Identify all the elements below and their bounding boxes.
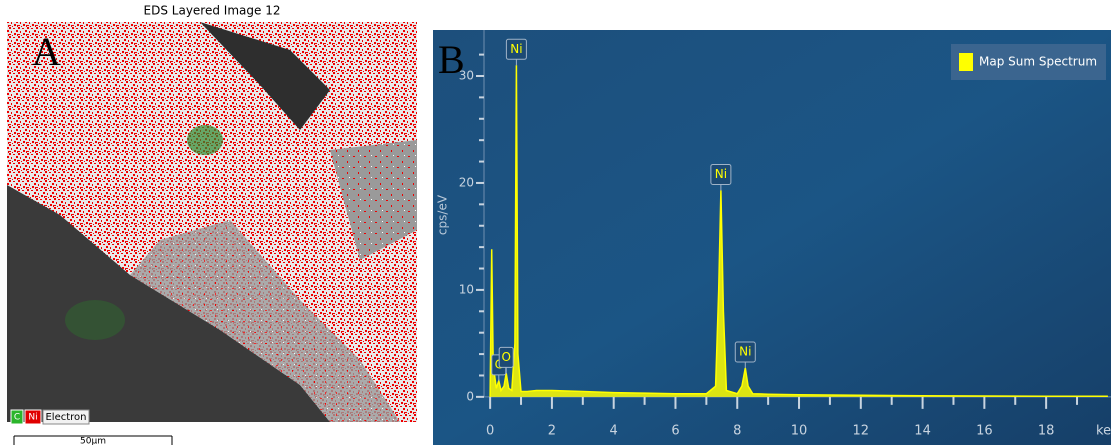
legend-label: C [14,413,20,423]
map-panel: EDS Layered Image 12 A C Ni Electron 50µ… [7,4,417,445]
carbon-spot [187,125,223,155]
grey-region [130,220,400,422]
annotation-box [710,163,732,185]
annotation-box [498,346,514,368]
x-tick-label: 2 [548,424,556,439]
x-tick-label: 8 [733,424,741,439]
y-tick-label: 10 [459,282,474,296]
x-tick-label: 6 [671,424,679,439]
x-tick-label: 18 [1038,424,1055,439]
annotation-label: Ni [715,167,727,181]
legend-box [951,44,1106,80]
annotation-box [734,341,756,363]
y-tick-label: 0 [466,389,474,403]
annotation-label: O [501,350,510,364]
x-tick-label: 14 [914,424,931,439]
x-axis-label: keV [1096,424,1111,439]
scale-bar-label: 50µm [80,437,106,445]
y-tick-label: 30 [459,68,474,82]
map-title: EDS Layered Image 12 [144,4,281,18]
plot-background [433,30,1111,445]
annotation-label: Ni [739,344,751,358]
panel-label: A [32,29,61,74]
spectrum-plot: 0102030024681012141618CONiNiNiMap Sum Sp… [459,30,1111,439]
grey-region [330,140,417,260]
legend-swatch [959,53,973,71]
x-tick-label: 0 [486,424,494,439]
legend-label: Ni [28,413,37,423]
dark-region [200,22,330,130]
legend-label: Map Sum Spectrum [979,55,1097,69]
y-axis-label: cps/eV [436,194,450,235]
y-tick-label: 20 [459,175,474,189]
legend-label: Electron [45,412,86,423]
dark-region [7,185,330,422]
x-tick-label: 16 [976,424,993,439]
carbon-spot [65,300,125,340]
annotation-box [505,38,527,60]
x-tick-label: 10 [791,424,808,439]
x-tick-label: 12 [853,424,870,439]
spectrum-line [489,65,1108,398]
x-tick-label: 4 [610,424,618,439]
panel-label: B [438,37,465,82]
annotation-label: Ni [510,42,522,56]
